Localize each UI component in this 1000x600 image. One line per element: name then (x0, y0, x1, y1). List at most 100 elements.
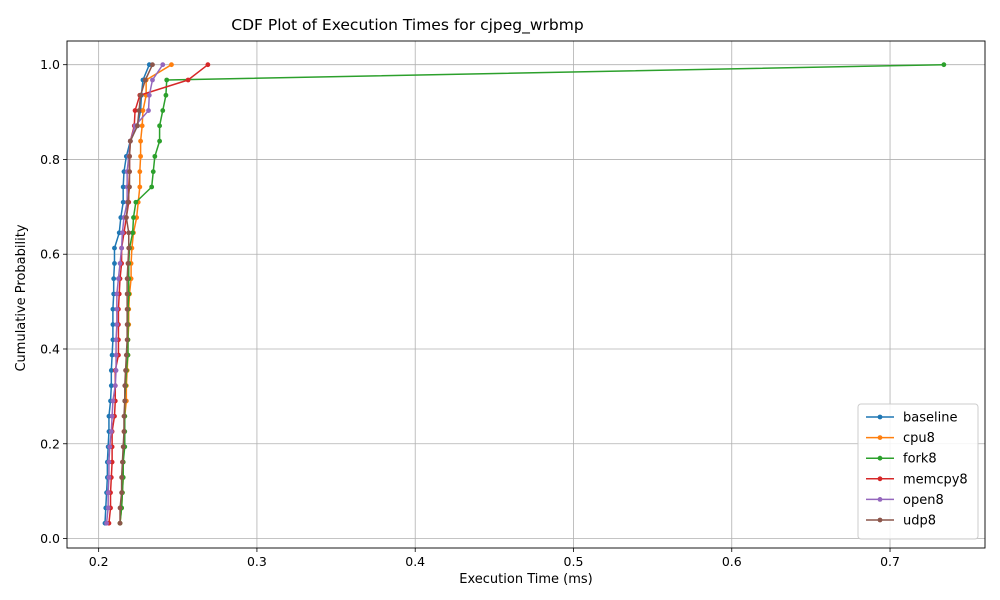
data-point-open8 (150, 77, 155, 83)
data-point-fork8 (131, 215, 136, 220)
data-point-open8 (105, 505, 111, 511)
legend-label: udp8 (903, 514, 936, 529)
data-point-udp8 (135, 123, 140, 129)
data-point-baseline (112, 245, 117, 251)
data-point-cpu8 (137, 184, 143, 190)
data-point-cpu8 (138, 153, 144, 159)
data-point-memcpy8 (205, 62, 211, 68)
data-point-fork8 (157, 123, 162, 129)
data-point-udp8 (123, 352, 129, 358)
plot-series (102, 62, 947, 526)
data-point-cpu8 (137, 169, 143, 175)
legend-marker (877, 455, 883, 461)
data-point-fork8 (157, 138, 162, 144)
data-point-open8 (114, 291, 120, 297)
data-point-udp8 (124, 306, 130, 312)
data-point-open8 (109, 413, 115, 419)
data-point-cpu8 (169, 62, 174, 68)
data-point-udp8 (123, 368, 128, 373)
data-point-baseline (120, 184, 126, 190)
data-point-udp8 (142, 77, 148, 83)
data-point-open8 (114, 306, 120, 312)
legend-item-memcpy8: memcpy8 (866, 472, 968, 487)
data-point-udp8 (122, 398, 128, 404)
plot-frame (66, 40, 986, 549)
data-point-open8 (114, 322, 120, 327)
data-point-udp8 (127, 169, 132, 175)
data-point-open8 (146, 108, 151, 113)
data-point-udp8 (126, 245, 132, 251)
data-point-baseline (120, 199, 126, 205)
data-point-open8 (106, 459, 112, 465)
data-point-udp8 (125, 261, 131, 266)
data-point-open8 (117, 261, 123, 266)
data-point-udp8 (121, 429, 127, 434)
series-fork8 (117, 62, 947, 526)
data-point-baseline (108, 368, 114, 373)
y-tick-label: 0.6 (40, 247, 60, 262)
legend-item-udp8: udp8 (866, 514, 936, 529)
legend-marker (877, 497, 883, 502)
legend-label: open8 (903, 493, 944, 508)
data-point-udp8 (124, 276, 130, 282)
data-point-udp8 (117, 505, 123, 511)
data-point-open8 (105, 490, 111, 496)
data-point-memcpy8 (132, 108, 138, 113)
data-point-udp8 (125, 199, 131, 205)
data-point-open8 (107, 444, 113, 450)
data-point-fork8 (150, 169, 156, 175)
data-point-open8 (119, 245, 125, 251)
legend-item-cpu8: cpu8 (866, 431, 935, 446)
data-point-udp8 (150, 62, 155, 68)
data-point-fork8 (152, 153, 158, 159)
data-point-baseline (110, 322, 116, 327)
data-point-fork8 (149, 184, 155, 190)
data-point-open8 (108, 429, 114, 434)
data-point-udp8 (119, 475, 125, 480)
data-point-cpu8 (138, 138, 144, 144)
data-point-baseline (108, 383, 114, 389)
data-point-open8 (116, 276, 121, 282)
data-point-udp8 (127, 153, 132, 159)
y-tick-label: 0.8 (40, 152, 60, 167)
y-tick-label: 0.2 (40, 436, 60, 451)
data-point-open8 (106, 475, 112, 480)
data-point-udp8 (127, 184, 132, 190)
series-udp8 (117, 62, 155, 526)
y-axis-label: Cumulative Probability (14, 224, 29, 371)
x-tick-label: 0.6 (722, 554, 742, 569)
x-tick-label: 0.7 (880, 554, 900, 569)
data-point-baseline (109, 352, 115, 358)
legend-marker (877, 476, 883, 482)
legend-label: memcpy8 (903, 472, 968, 487)
data-point-udp8 (124, 291, 130, 297)
data-point-open8 (160, 62, 166, 68)
axis-ticks: 0.2 0.3 0.4 0.5 0.6 0.7 0.0 0.2 0.4 0.6 0.8 1.0 (40, 57, 900, 569)
data-point-open8 (113, 337, 119, 343)
legend: baseline cpu8 fork8 memcpy8 open8 udp8 (857, 403, 979, 540)
x-tick-label: 0.3 (247, 554, 267, 569)
data-point-baseline (112, 261, 117, 266)
data-point-udp8 (119, 490, 125, 496)
y-tick-label: 0.4 (40, 341, 60, 356)
y-tick-label: 0.0 (40, 531, 60, 546)
data-point-open8 (112, 383, 118, 389)
data-point-open8 (120, 230, 125, 236)
series-line-fork8 (119, 63, 944, 524)
data-point-udp8 (138, 92, 144, 98)
data-point-cpu8 (140, 108, 146, 113)
legend-marker (877, 435, 883, 440)
legend-marker (877, 517, 883, 523)
data-point-open8 (146, 92, 152, 98)
data-point-fork8 (164, 77, 170, 83)
data-point-udp8 (122, 383, 128, 389)
data-point-udp8 (124, 322, 130, 327)
legend-item-baseline: baseline (866, 411, 957, 426)
legend-label: baseline (903, 411, 957, 426)
data-point-udp8 (127, 138, 133, 144)
data-point-baseline (110, 306, 116, 312)
data-point-udp8 (136, 108, 142, 113)
data-point-udp8 (126, 230, 132, 236)
